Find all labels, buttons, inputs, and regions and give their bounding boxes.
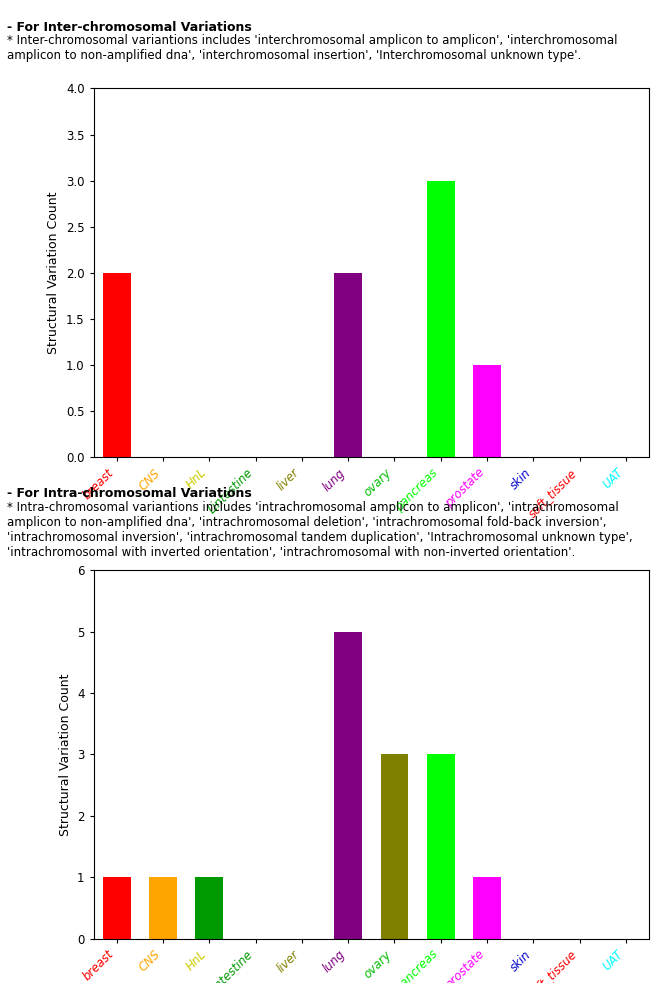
Bar — [381, 755, 408, 939]
Bar — [149, 878, 177, 939]
Y-axis label: Structural Variation Count: Structural Variation Count — [59, 673, 72, 836]
Bar — [427, 755, 455, 939]
Bar — [427, 181, 455, 457]
Text: - For Inter-chromosomal Variations: - For Inter-chromosomal Variations — [7, 21, 252, 33]
Bar — [103, 878, 130, 939]
Bar — [103, 272, 130, 457]
Text: - For Intra-chromosomal Variations: - For Intra-chromosomal Variations — [7, 487, 252, 499]
Bar — [334, 272, 362, 457]
Text: * Inter-chromosomal variantions includes 'interchromosomal amplicon to amplicon': * Inter-chromosomal variantions includes… — [7, 34, 617, 62]
Y-axis label: Structural Variation Count: Structural Variation Count — [47, 192, 60, 354]
Text: * Intra-chromosomal variantions includes 'intrachromosomal amplicon to amplicon': * Intra-chromosomal variantions includes… — [7, 501, 632, 559]
Bar — [473, 878, 501, 939]
Bar — [195, 878, 223, 939]
Bar — [473, 365, 501, 457]
Bar — [334, 632, 362, 939]
